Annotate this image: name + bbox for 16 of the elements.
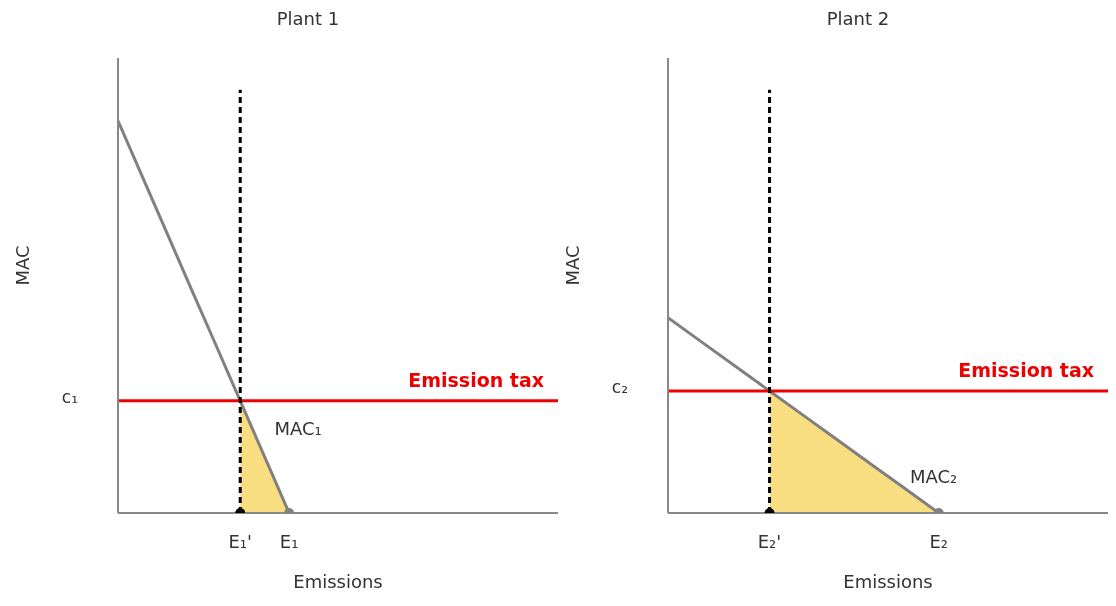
text: c₁	[61, 386, 78, 407]
ref-line-label: Emission tax	[958, 358, 1094, 381]
y-axis-title: MAC	[12, 245, 34, 286]
x-tick-label: E₂'	[757, 530, 782, 552]
y-axis-title: MAC	[562, 245, 584, 286]
chart-title: Plant 2	[825, 8, 891, 31]
ref-line-label: Emission tax	[408, 368, 544, 391]
series-label: MAC₂	[910, 465, 958, 487]
text: c₂	[611, 376, 628, 397]
x-axis-title: Emissions	[843, 571, 933, 592]
chart-title: Plant 1	[275, 8, 341, 31]
x-tick-label: E₁'	[228, 530, 252, 552]
x-tick-label: E₂	[929, 530, 949, 552]
series-label: MAC₁	[274, 418, 322, 440]
x-axis-title: Emissions	[293, 571, 383, 592]
x-tick-label: E₁	[279, 530, 299, 552]
